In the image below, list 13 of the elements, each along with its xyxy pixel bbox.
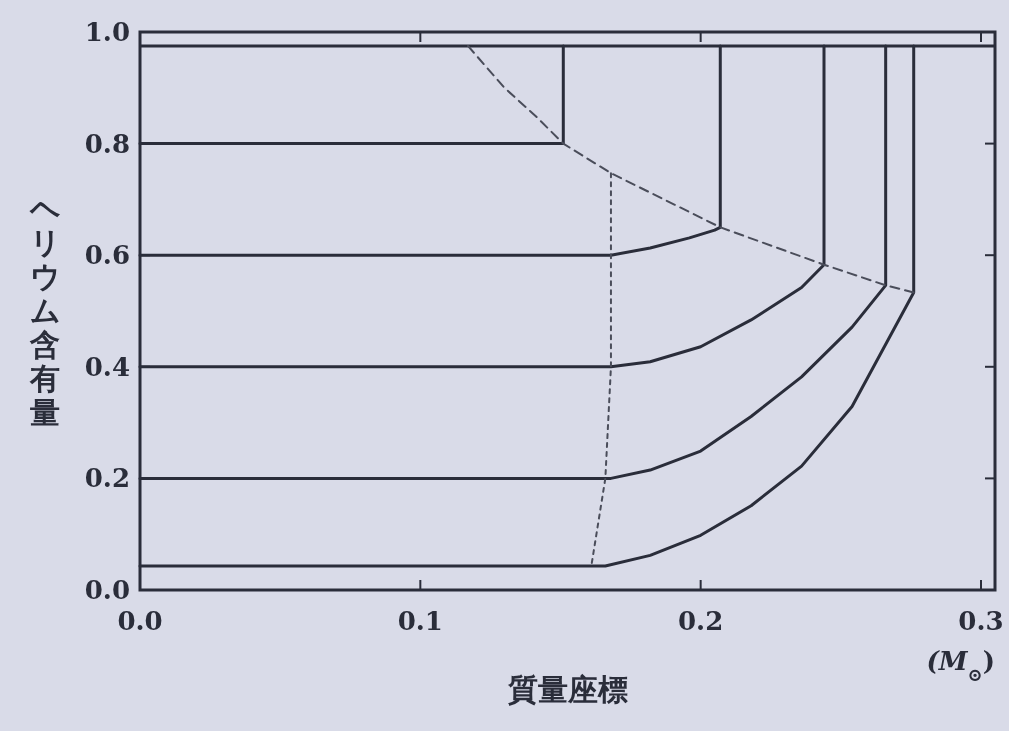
x-tick-label: 0.0	[117, 606, 163, 636]
y-tick-label: 0.4	[84, 351, 130, 382]
y-axis-title: ヘリウム含有量	[28, 191, 61, 430]
x-tick-label: 0.1	[397, 606, 443, 636]
y-tick-label: 0.6	[84, 240, 130, 271]
y-tick-label: 0.8	[84, 128, 130, 159]
x-tick-label: 0.3	[958, 606, 1004, 636]
y-tick-label: 0.0	[84, 575, 130, 605]
y-tick-label: 0.2	[84, 463, 130, 494]
y-tick-label: 1.0	[84, 17, 130, 47]
text: (M$_{⊙}$)	[926, 646, 995, 685]
x-axis-title: 質量座標	[506, 672, 628, 707]
x-tick-label: 0.2	[678, 606, 724, 636]
